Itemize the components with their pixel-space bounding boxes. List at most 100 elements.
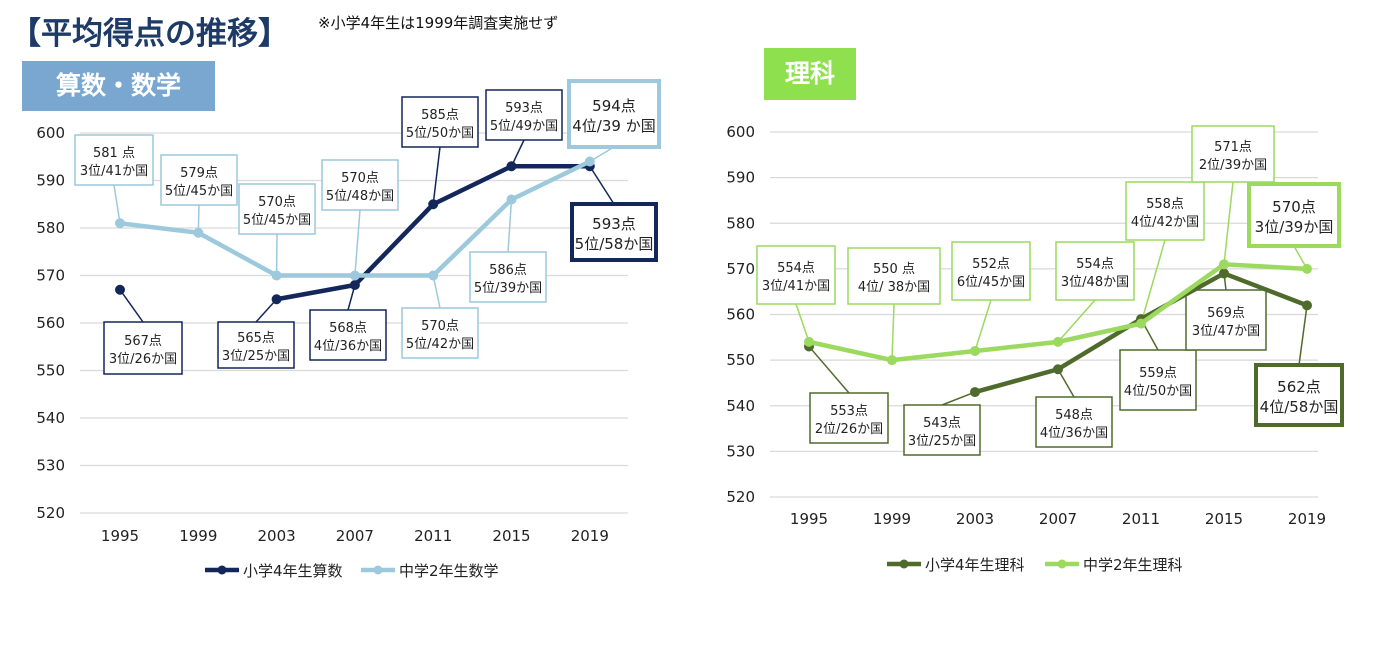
data-point (271, 270, 282, 281)
annotation-box (1247, 182, 1341, 248)
x-tick-label: 2015 (492, 527, 530, 545)
y-tick-label: 560 (36, 314, 65, 332)
data-point (506, 194, 517, 205)
math-panel-label: 算数・数学 (22, 61, 215, 111)
data-point (428, 270, 439, 281)
x-tick-label: 2007 (1039, 510, 1077, 528)
annotation-score: 586点 (489, 263, 527, 278)
annotation-rank: 5位/39か国 (474, 281, 542, 296)
annotation-score: 585点 (421, 108, 459, 123)
chart-science: 520 530 540 550 560 570 580 590 600 1995 1999 2003 2… (726, 123, 1344, 574)
x-tick-label: 2019 (571, 527, 609, 545)
x-tick-label: 2019 (1288, 510, 1326, 528)
annotation-score: 570点 (341, 171, 379, 186)
annotation-score: 568点 (329, 321, 367, 336)
y-tick-label: 600 (726, 123, 755, 141)
data-point (887, 355, 897, 366)
annotation-rank: 3位/25か国 (908, 434, 976, 449)
annotation-rank: 5位/58か国 (575, 235, 654, 253)
y-tick-label: 590 (36, 172, 65, 190)
annotation-box (485, 89, 563, 141)
x-tick-label: 2015 (1205, 510, 1243, 528)
y-tick-label: 520 (36, 504, 65, 522)
y-tick-label: 590 (726, 169, 755, 187)
x-tick-label: 2003 (956, 510, 994, 528)
annotation-rank: 4位/58か国 (1260, 398, 1339, 416)
legend-label: 中学2年生理科 (1083, 556, 1183, 574)
annotation-score: 570点 (1272, 198, 1316, 216)
legend-label: 小学4年生算数 (243, 562, 343, 580)
annotation-box (809, 392, 889, 444)
annotation-rank: 2位/39か国 (1199, 158, 1267, 173)
annotation-rank: 3位/48か国 (1061, 275, 1129, 290)
annotation-rank: 3位/41か国 (762, 279, 830, 294)
y-tick-label: 580 (726, 214, 755, 232)
data-point (506, 161, 517, 172)
annotation-score: 593点 (592, 215, 636, 233)
legend-label: 小学4年生理科 (925, 556, 1025, 574)
y-tick-label: 530 (36, 457, 65, 475)
data-point (1053, 364, 1063, 375)
annotation-rank: 3位/26か国 (109, 352, 177, 367)
annotation-box (1125, 181, 1205, 241)
annotation-rank: 5位/42か国 (406, 337, 474, 352)
annotation-leader (974, 299, 992, 352)
annotation-leader (119, 289, 144, 323)
annotation-rank: 3位/39か国 (1255, 218, 1334, 236)
annotation-score: 593点 (505, 101, 543, 116)
x-tick-label: 1999 (873, 510, 911, 528)
annotation-box (903, 404, 981, 456)
data-point (1219, 259, 1229, 270)
annotation-leader (432, 146, 441, 205)
annotation-score: 579点 (180, 166, 218, 181)
annotation-leader (589, 165, 615, 205)
annotation-box (217, 321, 295, 369)
annotation-rank: 3位/47か国 (1192, 324, 1260, 339)
data-point (1302, 300, 1312, 311)
data-point (115, 218, 125, 229)
data-point (970, 387, 980, 398)
annotation-box (570, 202, 658, 262)
annotation-leader (1057, 368, 1075, 398)
data-point (1302, 263, 1312, 274)
annotation-score: 552点 (972, 257, 1010, 272)
annotation-box (1119, 349, 1197, 411)
annotation-score: 554点 (777, 261, 815, 276)
annotation-box (469, 251, 547, 303)
annotation-score: 581 点 (93, 146, 135, 161)
annotation-score: 570点 (421, 319, 459, 334)
annotation-score: 569点 (1207, 306, 1245, 321)
annotation-box (951, 241, 1031, 301)
annotation-leader (1057, 299, 1096, 343)
annotation-rank: 4位/36か国 (314, 339, 382, 354)
data-point (1136, 318, 1146, 329)
annotation-leader (941, 391, 976, 406)
annotation-box (74, 134, 154, 186)
y-tick-label: 560 (726, 306, 755, 324)
y-tick-label: 580 (36, 219, 65, 237)
annotation-box (1191, 125, 1275, 183)
annotation-box (160, 154, 238, 206)
y-tick-label: 570 (726, 260, 755, 278)
annotation-rank: 5位/45か国 (165, 184, 233, 199)
annotation-leader (507, 199, 513, 253)
legend-marker (1057, 559, 1067, 569)
data-point (584, 156, 595, 167)
annotation-box (1185, 289, 1267, 351)
data-point (271, 294, 282, 305)
y-tick-label: 540 (726, 397, 755, 415)
annotation-leader (354, 209, 361, 276)
data-point (349, 270, 360, 281)
y-tick-label: 550 (36, 362, 65, 380)
x-tick-label: 1995 (101, 527, 139, 545)
y-tick-label: 600 (36, 124, 65, 142)
data-point (1053, 336, 1063, 347)
x-tick-label: 2007 (336, 527, 374, 545)
annotation-rank: 4位/ 38か国 (858, 280, 930, 295)
annotation-score: 565点 (237, 331, 275, 346)
annotation-rank: 3位/41か国 (80, 164, 148, 179)
annotation-rank: 4位/36か国 (1040, 426, 1108, 441)
y-tick-label: 520 (726, 488, 755, 506)
annotation-rank: 5位/48か国 (326, 189, 394, 204)
